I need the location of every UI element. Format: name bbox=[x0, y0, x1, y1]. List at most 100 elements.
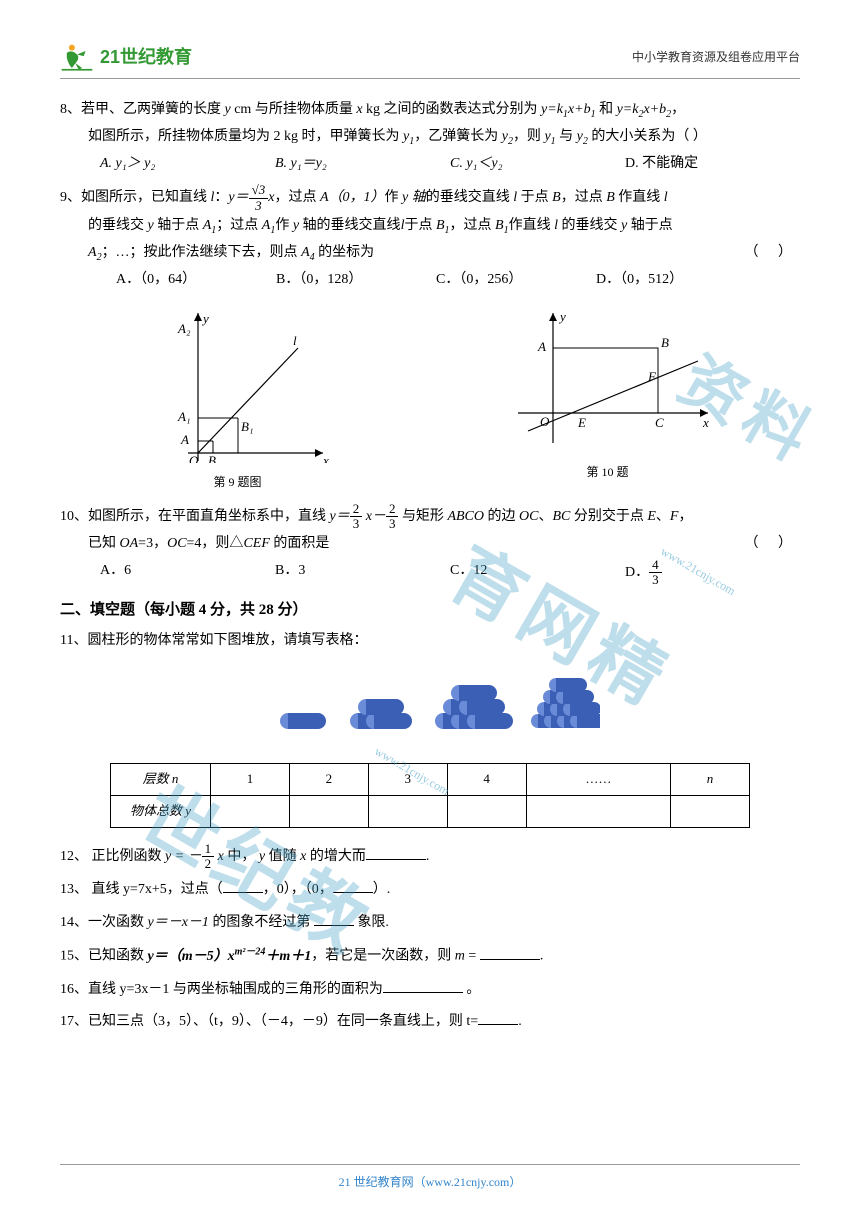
question-13: 13、 直线 y=7x+5，过点（，0），（0，）. bbox=[60, 877, 800, 904]
q9-text: 的垂线交 bbox=[558, 218, 621, 233]
q9-text: ；过点 bbox=[216, 218, 262, 233]
q15-text: ，若它是一次函数，则 bbox=[311, 949, 455, 964]
question-10: 10、如图所示，在平面直角坐标系中，直线 y＝23 x－23 与矩形 ABCO … bbox=[60, 502, 800, 588]
table-cell: 1 bbox=[211, 764, 290, 796]
svg-text:F: F bbox=[647, 369, 657, 384]
q9-frac-den: 3 bbox=[252, 199, 265, 213]
q10-opt-d-pre: D． bbox=[625, 565, 649, 580]
q9-num: 9、如图所示，已知直线 bbox=[60, 190, 211, 205]
q9-opt-c: C．（0，256） bbox=[436, 267, 596, 294]
blank-input bbox=[480, 946, 540, 960]
q9-opt-d: D．（0，512） bbox=[596, 267, 756, 294]
q9-text: ，过点 bbox=[274, 190, 320, 205]
q9-diagram: A₂ A₁ A B B₁ O y x l bbox=[143, 303, 333, 463]
q15-eq: y＝（m－5）x bbox=[148, 949, 235, 964]
table-cell bbox=[526, 795, 670, 827]
svg-text:l: l bbox=[293, 333, 297, 348]
q10-text: 的边 bbox=[484, 509, 519, 524]
logo-text: 21世纪教育 bbox=[100, 40, 192, 74]
table-cell bbox=[289, 795, 368, 827]
q9-pt: A bbox=[203, 218, 212, 233]
q8-text: ，则 bbox=[513, 129, 545, 144]
question-14: 14、一次函数 y＝－x－1 的图象不经过第 象限. bbox=[60, 910, 800, 937]
q9-text: ： bbox=[214, 190, 228, 205]
question-17: 17、已知三点（3，5）、（t，9）、（－4，－9）在同一条直线上，则 t=. bbox=[60, 1009, 800, 1036]
q8-eq: y=k bbox=[617, 102, 639, 117]
q8-text: 与 bbox=[556, 129, 577, 144]
q9-options: A．（0，64） B．（0，128） C．（0，256） D．（0，512） bbox=[60, 267, 800, 294]
logo-icon bbox=[60, 42, 94, 72]
figure-q9: A₂ A₁ A B B₁ O y x l 第 9 题图 bbox=[143, 303, 333, 494]
q10-var: CEF bbox=[243, 536, 269, 551]
page-footer: 21 世纪教育网（www.21cnjy.com） bbox=[60, 1164, 800, 1194]
question-12: 12、 正比例函数 y = －12 x 中， y 值随 x 的增大而. bbox=[60, 842, 800, 872]
q10-var: ABCO bbox=[447, 509, 484, 524]
svg-text:A: A bbox=[180, 432, 189, 447]
table-cell bbox=[211, 795, 290, 827]
svg-text:O: O bbox=[540, 414, 550, 429]
table-row: 物体总数 y bbox=[111, 795, 750, 827]
figure-q10: A B F O E C y x 第 10 题 bbox=[498, 303, 718, 494]
q12-text: 12、 正比例函数 bbox=[60, 849, 165, 864]
svg-text:y: y bbox=[558, 309, 566, 324]
q8-opt-c: C. y₁＜y₂ bbox=[450, 151, 625, 178]
q12-text: 中， bbox=[224, 849, 259, 864]
q9-text: 于点 bbox=[404, 218, 436, 233]
q8-eq: y=k bbox=[541, 102, 563, 117]
table-row: 层数 n 1 2 3 4 …… n bbox=[111, 764, 750, 796]
blank-input bbox=[478, 1011, 518, 1025]
q9-pt: B bbox=[606, 190, 615, 205]
q13-text: 13、 直线 y=7x+5，过点（ bbox=[60, 882, 223, 897]
q10-text: ， bbox=[678, 509, 692, 524]
q9-opt-a: A．（0，64） bbox=[116, 267, 276, 294]
q15-var: m bbox=[455, 949, 465, 964]
table-cell bbox=[368, 795, 447, 827]
table-cell bbox=[671, 795, 750, 827]
q17-text: 17、已知三点（3，5）、（t，9）、（－4，－9）在同一条直线上，则 t= bbox=[60, 1014, 478, 1029]
question-11: 11、圆柱形的物体常常如下图堆放，请填写表格： bbox=[60, 628, 800, 655]
q10-text: 10、如图所示，在平面直角坐标系中，直线 bbox=[60, 509, 330, 524]
q12-eq: x bbox=[214, 849, 224, 864]
svg-text:B₁: B₁ bbox=[241, 419, 253, 434]
q8-opt-a: A. y₁＞ y₂ bbox=[100, 151, 275, 178]
svg-text:O: O bbox=[189, 453, 199, 463]
q10-frac: 3 bbox=[350, 517, 363, 531]
svg-text:x: x bbox=[322, 453, 329, 463]
q8-text: 如图所示，所挂物体质量均为 2 kg 时，甲弹簧长为 bbox=[88, 129, 403, 144]
q8-eq: x+b bbox=[568, 102, 591, 117]
svg-text:y: y bbox=[201, 311, 209, 326]
q10-var: E bbox=[647, 509, 656, 524]
table-cell bbox=[447, 795, 526, 827]
q9-text: 作 bbox=[275, 218, 293, 233]
q9-text: ，过点 bbox=[561, 190, 607, 205]
q14-text: 象限. bbox=[354, 915, 389, 930]
blank-input bbox=[383, 979, 463, 993]
svg-text:B: B bbox=[661, 335, 669, 350]
q10-frac: 2 bbox=[386, 502, 399, 517]
q8-options: A. y₁＞ y₂ B. y₁＝y₂ C. y₁＜y₂ D. 不能确定 bbox=[60, 151, 800, 178]
q17-text: . bbox=[518, 1014, 522, 1029]
q10-var: OC bbox=[519, 509, 538, 524]
logo: 21世纪教育 bbox=[60, 40, 192, 74]
blank-input bbox=[366, 846, 426, 860]
q12-text: 值随 bbox=[265, 849, 300, 864]
q9-text: 的垂线交直线 bbox=[426, 190, 514, 205]
q10-text: 的面积是 bbox=[270, 536, 330, 551]
q11-table: 层数 n 1 2 3 4 …… n 物体总数 y bbox=[110, 763, 750, 827]
q9-pt: A bbox=[88, 245, 97, 260]
q13-text: ）. bbox=[373, 882, 391, 897]
q9-text: 于点 bbox=[517, 190, 552, 205]
table-cell: 3 bbox=[368, 764, 447, 796]
fig-caption-2: 第 10 题 bbox=[498, 461, 718, 484]
q9-text: ；…；按此作法继续下去，则点 bbox=[102, 245, 302, 260]
q8-text: ， bbox=[671, 102, 685, 117]
q10-text: 分别交于点 bbox=[570, 509, 647, 524]
q14-eq: y＝－x－1 bbox=[148, 915, 209, 930]
question-15: 15、已知函数 y＝（m－5）xm²－24＋m＋1，若它是一次函数，则 m = … bbox=[60, 942, 800, 970]
q11-text: 11、圆柱形的物体常常如下图堆放，请填写表格： bbox=[60, 633, 367, 648]
q14-text: 的图象不经过第 bbox=[209, 915, 314, 930]
q8-text: 和 bbox=[596, 102, 617, 117]
q9-text: 的坐标为 bbox=[315, 245, 375, 260]
table-cell: …… bbox=[526, 764, 670, 796]
q9-text: ，过点 bbox=[450, 218, 496, 233]
